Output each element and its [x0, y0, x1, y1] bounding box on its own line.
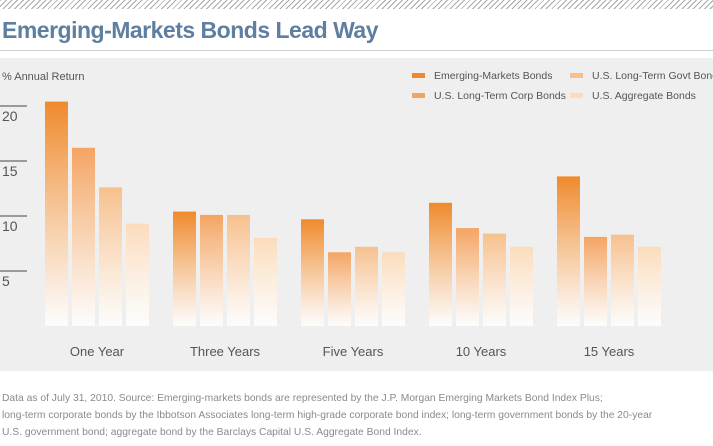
legend-item-aggregate: U.S. Aggregate Bonds: [570, 90, 696, 102]
bar-1-2: [227, 214, 250, 326]
y-tick-label: 10: [2, 218, 18, 234]
bar-1-3: [254, 238, 277, 326]
x-tick-label: 15 Years: [584, 344, 635, 359]
bar-0-2: [99, 187, 122, 326]
legend-swatch: [570, 72, 583, 78]
bar-2-1: [328, 252, 351, 326]
bar-0-1: [72, 147, 95, 326]
bar-4-3: [638, 246, 661, 326]
legend-swatch: [412, 72, 425, 78]
source-line: Data as of July 31, 2010. Source: Emergi…: [2, 393, 603, 404]
bar-2-0: [301, 219, 324, 326]
legend-swatch: [570, 92, 583, 98]
y-tick-label: 5: [2, 273, 10, 289]
bar-3-0: [429, 202, 452, 326]
legend-item-emerging-markets: Emerging-Markets Bonds: [412, 70, 552, 82]
x-tick-label: Three Years: [190, 344, 261, 359]
bar-1-1: [200, 214, 223, 326]
header-hatch-stripe: [0, 0, 713, 9]
legend-label: U.S. Long-Term Govt Bonds: [592, 70, 713, 82]
source-note: Data as of July 31, 2010. Source: Emergi…: [2, 390, 711, 441]
y-tick-label: 20: [2, 108, 18, 124]
legend-label: Emerging-Markets Bonds: [434, 70, 553, 82]
legend-item-long-term-govt: U.S. Long-Term Govt Bonds: [570, 70, 713, 82]
x-tick-label: Five Years: [323, 344, 384, 359]
legend-label: U.S. Long-Term Corp Bonds: [434, 90, 566, 102]
chart-title: Emerging-Markets Bonds Lead Way: [2, 17, 379, 43]
legend-item-long-term-corp: U.S. Long-Term Corp Bonds: [412, 90, 566, 102]
bar-0-0: [45, 101, 68, 326]
legend-swatch: [412, 92, 425, 98]
bar-2-2: [355, 246, 378, 326]
legend-label: U.S. Aggregate Bonds: [592, 90, 696, 102]
bar-4-1: [584, 236, 607, 326]
bar-2-3: [382, 252, 405, 326]
source-line: long-term corporate bonds by the Ibbotso…: [2, 410, 653, 421]
x-tick-label: 10 Years: [456, 344, 507, 359]
y-tick-label: 15: [2, 163, 18, 179]
bar-3-2: [483, 233, 506, 326]
bar-4-2: [611, 234, 634, 326]
title-divider: [0, 50, 713, 51]
bar-0-3: [126, 223, 149, 326]
y-axis-label: % Annual Return: [2, 71, 85, 83]
bar-4-0: [557, 176, 580, 326]
x-tick-label: One Year: [70, 344, 125, 359]
source-line: U.S. government bond; aggregate bond by …: [2, 427, 422, 438]
bar-3-1: [456, 228, 479, 326]
bar-3-3: [510, 246, 533, 326]
bar-1-0: [173, 211, 196, 326]
